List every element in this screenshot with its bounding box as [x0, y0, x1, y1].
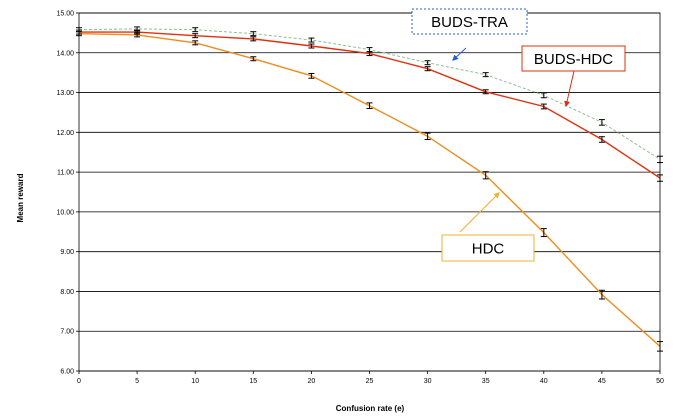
error-bar — [76, 31, 82, 37]
error-bar — [540, 92, 547, 99]
y-tick-label: 8.00 — [60, 289, 74, 296]
error-bar — [598, 136, 605, 143]
error-bar — [250, 31, 257, 37]
x-tick-label: 25 — [366, 378, 374, 385]
y-tick-label: 13.00 — [56, 90, 74, 97]
callout-arrow — [452, 47, 467, 61]
y-tick-label: 9.00 — [60, 249, 74, 256]
callouts: BUDS-TRA BUDS-HDC HDC — [411, 8, 626, 262]
error-bar — [366, 102, 373, 109]
error-bar — [424, 60, 431, 66]
error-bar — [308, 43, 315, 49]
callout-buds-hdc: BUDS-HDC — [521, 45, 626, 108]
y-tick-label: 14.00 — [56, 50, 74, 57]
callout-arrow — [564, 70, 575, 108]
error-bar — [192, 27, 199, 33]
callout-box — [411, 8, 528, 35]
error-bar — [192, 40, 199, 46]
callout-label: BUDS-TRA — [431, 14, 508, 31]
callout-arrow — [459, 192, 500, 233]
x-axis-title: Confusion rate (e) — [336, 404, 405, 413]
x-tick-label: 30 — [424, 378, 432, 385]
error-bar — [482, 171, 489, 180]
callout-buds-tra: BUDS-TRA — [411, 8, 528, 61]
error-bar — [308, 72, 315, 79]
axes — [76, 12, 661, 374]
error-bar — [657, 155, 663, 164]
error-bar — [308, 37, 315, 43]
error-bar — [192, 33, 199, 39]
y-tick-label: 10.00 — [56, 209, 74, 216]
error-bars — [76, 26, 663, 352]
error-bar — [134, 32, 141, 38]
plot-frame — [78, 12, 661, 372]
error-bar — [598, 289, 605, 300]
tick-labels: 6.00 7.00 8.00 9.00 10.00 11.00 12.00 13.00 14.0… — [56, 11, 664, 386]
error-bar — [424, 66, 431, 72]
error-bar — [482, 72, 489, 78]
error-bar — [657, 174, 663, 182]
error-bar — [424, 132, 431, 140]
y-tick-label: 15.00 — [56, 11, 74, 18]
callout-box — [441, 234, 535, 262]
y-axis-title: Mean reward — [16, 173, 25, 222]
x-tick-label: 40 — [540, 378, 548, 385]
y-tick-label: 11.00 — [57, 170, 74, 177]
y-tick-label: 7.00 — [60, 329, 74, 336]
x-tick-label: 0 — [77, 378, 81, 385]
callout-hdc: HDC — [441, 192, 535, 262]
error-bar — [540, 228, 547, 238]
error-bar — [657, 341, 663, 352]
x-tick-label: 50 — [656, 378, 664, 385]
error-bar — [250, 56, 257, 62]
error-bar — [598, 119, 605, 126]
y-tick-label: 6.00 — [60, 369, 74, 376]
error-bar — [250, 36, 257, 42]
x-tick-label: 20 — [308, 378, 316, 385]
error-bar — [366, 51, 373, 57]
x-tick-label: 45 — [598, 378, 606, 385]
callout-label: HDC — [472, 241, 505, 258]
x-tick-label: 15 — [249, 378, 257, 385]
x-tick-label: 10 — [191, 378, 199, 385]
error-bar — [482, 89, 489, 95]
y-tick-label: 12.00 — [56, 130, 74, 137]
x-tick-label: 5 — [135, 378, 139, 385]
callout-label: BUDS-HDC — [534, 51, 613, 68]
x-tick-label: 35 — [482, 378, 490, 385]
error-bar — [540, 103, 547, 110]
